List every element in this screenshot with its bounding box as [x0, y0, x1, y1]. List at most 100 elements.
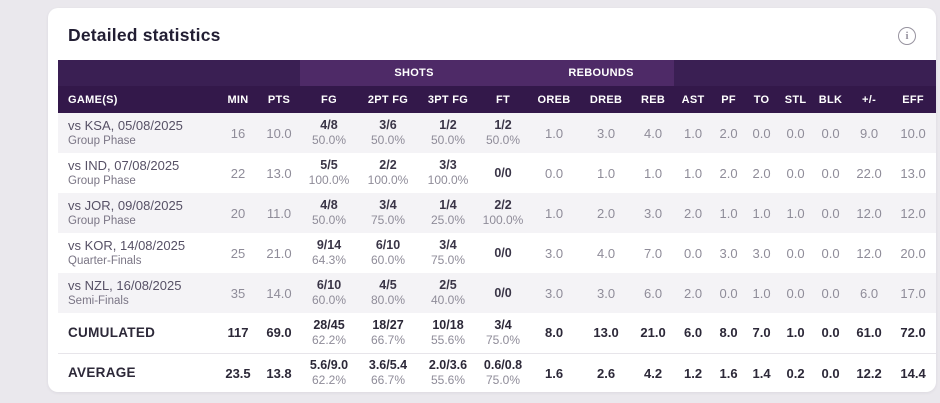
cell-game: CUMULATED [58, 313, 218, 353]
cell-game: vs KOR, 14/08/2025 Quarter-Finals [58, 233, 218, 273]
fg-pct: 62.2% [311, 332, 347, 347]
cell-eff: 10.0 [890, 113, 936, 153]
cell-3ptfg: 1/2 50.0% [418, 113, 478, 153]
2pt-made: 6/10 [375, 238, 401, 252]
cell-3ptfg: 3/3 100.0% [418, 153, 478, 193]
2pt-pct: 80.0% [370, 293, 406, 307]
col-header-3ptfg: 3PT FG [418, 86, 478, 113]
cell-min: 20 [218, 193, 258, 233]
cell-pf: 1.6 [712, 352, 746, 392]
fg-pct: 64.3% [311, 253, 347, 267]
cell-ast: 0.0 [684, 245, 703, 261]
cell-oreb: 1.0 [528, 113, 581, 153]
cell-eff: 12.0 [890, 193, 936, 233]
fg-pct: 100.0% [308, 173, 350, 187]
3pt-pct: 75.0% [430, 253, 466, 267]
cell-ft: 0.6/0.8 75.0% [478, 352, 529, 392]
2pt-pct: 60.0% [370, 253, 406, 267]
cell-2ptfg: 4/5 80.0% [358, 273, 418, 313]
ft-made: 0/0 [494, 245, 512, 260]
cell-ast: 2.0 [674, 193, 713, 233]
2pt-made: 18/27 [372, 317, 404, 332]
group-header-shots: SHOTS [300, 60, 529, 86]
game-phase: Quarter-Finals [68, 255, 142, 267]
cell-reb: 4.0 [632, 113, 675, 153]
cell-reb: 3.0 [632, 193, 675, 233]
fg-pct: 50.0% [311, 133, 347, 147]
cell-blk: 0.0 [813, 113, 849, 153]
cell-dreb: 13.0 [593, 325, 619, 341]
cell-fg: 4/8 50.0% [300, 193, 358, 233]
game-phase: Group Phase [68, 135, 136, 147]
cell-reb: 7.0 [644, 245, 663, 261]
cell-ast: 1.0 [674, 113, 713, 153]
2pt-pct: 75.0% [370, 213, 406, 227]
fg-made: 9/14 [316, 238, 342, 252]
cell-ft: 0/0 [478, 153, 528, 193]
cell-blk: 0.0 [813, 273, 849, 313]
cell-2ptfg: 18/27 66.7% [358, 313, 418, 353]
ft-pct: 50.0% [486, 133, 521, 147]
table-row-cumulated: CUMULATED 117 69.0 28/45 62.2% 18/27 66.7%… [58, 313, 936, 353]
cell-2ptfg: 3/4 75.0% [358, 193, 418, 233]
cell-ft: 0/0 [478, 273, 529, 313]
cell-game: AVERAGE [58, 352, 218, 392]
fg-made: 6/10 [316, 278, 342, 292]
game-phase: Group Phase [68, 215, 136, 227]
col-header-ast: AST [674, 86, 713, 113]
2pt-made: 3/6 [379, 118, 397, 132]
3pt-made: 1/2 [439, 118, 457, 132]
info-icon-glyph: i [905, 29, 909, 42]
col-header-dreb: DREB [580, 86, 633, 113]
cell-eff: 17.0 [890, 273, 936, 313]
fg-pct: 50.0% [311, 213, 347, 227]
3pt-pct: 55.6% [430, 373, 466, 388]
cell-min: 117 [227, 325, 249, 341]
col-header-pts: PTS [258, 86, 300, 113]
cell-blk: 0.0 [813, 352, 849, 392]
ft-made: 2/2 [494, 198, 512, 212]
group-blank-right [674, 60, 936, 86]
cell-2ptfg: 6/10 60.0% [358, 233, 418, 273]
cell-ast: 1.2 [674, 352, 713, 392]
cell-3ptfg: 1/4 25.0% [418, 193, 478, 233]
col-header-fg: FG [300, 86, 358, 113]
2pt-made: 3.6/5.4 [368, 358, 408, 373]
cell-reb: 4.2 [632, 352, 675, 392]
cell-ast: 1.0 [684, 165, 703, 181]
col-header-blk: BLK [813, 86, 849, 113]
cell-plusminus: 12.2 [848, 352, 891, 392]
cell-pts: 14.0 [258, 273, 300, 313]
ft-made: 0.6/0.8 [483, 358, 523, 373]
3pt-pct: 55.6% [430, 332, 466, 347]
cell-min: 16 [218, 113, 258, 153]
game-phase: Group Phase [68, 175, 136, 187]
table-row-ind: vs IND, 07/08/2025 Group Phase 22 13.0 5… [58, 153, 936, 193]
3pt-pct: 40.0% [430, 293, 466, 307]
ft-made: 3/4 [494, 317, 512, 332]
cell-fg: 5.6/9.0 62.2% [300, 352, 358, 392]
col-header-ft: FT [478, 86, 529, 113]
cell-min: 23.5 [218, 352, 258, 392]
cell-stl: 0.0 [778, 113, 814, 153]
stats-table: SHOTS REBOUNDS GAME(S) MIN PTS FG 2PT FG… [58, 60, 936, 392]
cell-ast: 2.0 [674, 273, 713, 313]
col-header-plusminus: +/- [848, 86, 891, 113]
cell-pf: 0.0 [712, 273, 746, 313]
3pt-made: 2.0/3.6 [428, 358, 468, 373]
cell-game: vs IND, 07/08/2025 Group Phase [58, 153, 218, 193]
col-header-min: MIN [218, 86, 258, 113]
3pt-pct: 50.0% [430, 133, 466, 147]
cell-pts: 10.0 [258, 113, 300, 153]
3pt-made: 1/4 [439, 198, 457, 212]
table-row-ksa: vs KSA, 05/08/2025 Group Phase 16 10.0 4… [58, 113, 936, 153]
3pt-pct: 25.0% [430, 213, 466, 227]
cell-oreb: 8.0 [544, 325, 564, 341]
cell-pf: 2.0 [719, 165, 738, 181]
2pt-made: 2/2 [379, 158, 397, 172]
table-row-nzl: vs NZL, 16/08/2025 Semi-Finals 35 14.0 6… [58, 273, 936, 313]
cell-ft: 2/2 100.0% [478, 193, 529, 233]
info-icon[interactable]: i [898, 26, 916, 45]
cell-oreb: 3.0 [544, 245, 564, 261]
table-row-jor: vs JOR, 09/08/2025 Group Phase 20 11.0 4… [58, 193, 936, 233]
